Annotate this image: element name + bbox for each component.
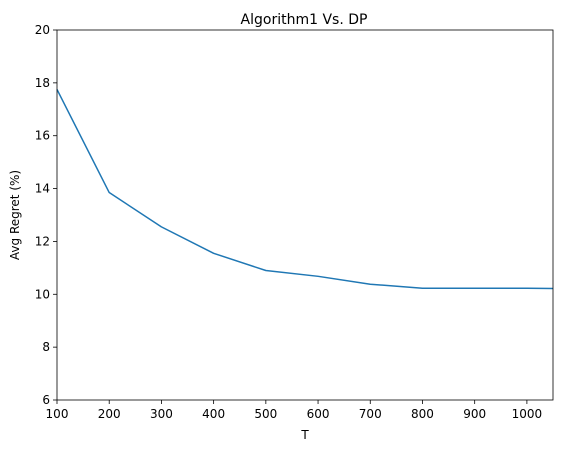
x-tick-label: 800 — [411, 407, 434, 421]
y-axis-label: Avg Regret (%) — [8, 170, 22, 260]
x-axis: 100 200 300 400 500 600 700 800 900 1000 — [46, 400, 543, 421]
x-tick-label: 700 — [359, 407, 382, 421]
y-tick-label: 12 — [35, 234, 50, 248]
series-line — [56, 89, 554, 290]
x-axis-label: T — [300, 428, 309, 442]
y-tick-label: 8 — [42, 340, 50, 354]
x-tick-label: 400 — [202, 407, 225, 421]
y-tick-label: 6 — [42, 393, 50, 407]
y-tick-label: 20 — [35, 23, 50, 37]
x-tick-label: 600 — [307, 407, 330, 421]
plot-frame — [56, 29, 554, 401]
x-tick-label: 300 — [150, 407, 173, 421]
x-tick-label: 500 — [254, 407, 277, 421]
x-tick-label: 200 — [98, 407, 121, 421]
y-tick-label: 10 — [35, 287, 50, 301]
y-tick-label: 14 — [35, 182, 50, 196]
chart-title: Algorithm1 Vs. DP — [241, 12, 368, 28]
y-axis: 6 8 10 12 14 16 18 20 — [35, 23, 57, 407]
y-tick-label: 16 — [35, 129, 50, 143]
plot-area — [56, 89, 554, 290]
x-tick-label: 100 — [46, 407, 69, 421]
x-tick-label: 900 — [463, 407, 486, 421]
y-tick-label: 18 — [35, 76, 50, 90]
x-tick-label: 1000 — [512, 407, 543, 421]
